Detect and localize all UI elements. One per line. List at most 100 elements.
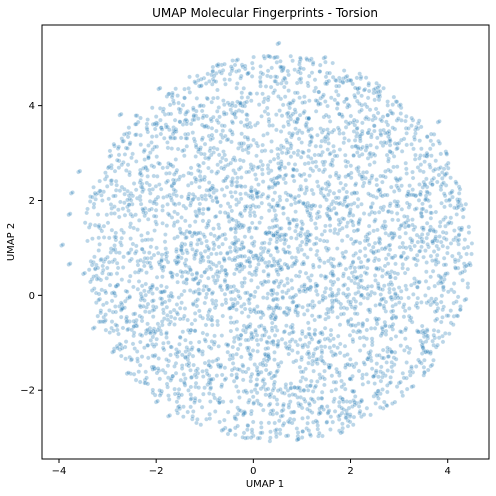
data-point bbox=[413, 127, 418, 133]
data-point bbox=[358, 273, 364, 279]
data-point bbox=[328, 228, 333, 233]
data-point bbox=[221, 166, 227, 172]
data-point bbox=[360, 120, 365, 126]
data-point bbox=[325, 206, 330, 212]
data-point bbox=[301, 312, 307, 317]
data-point bbox=[397, 188, 402, 193]
data-point bbox=[182, 288, 187, 294]
data-point bbox=[229, 139, 234, 145]
data-point bbox=[404, 171, 409, 176]
data-point bbox=[298, 154, 304, 160]
data-point bbox=[188, 267, 193, 273]
data-point bbox=[254, 390, 260, 396]
data-point bbox=[348, 78, 354, 84]
data-point bbox=[120, 139, 125, 144]
data-point bbox=[204, 416, 209, 422]
data-point bbox=[361, 211, 367, 216]
data-point bbox=[113, 304, 118, 309]
data-point bbox=[99, 228, 105, 234]
data-point bbox=[138, 115, 143, 121]
data-point bbox=[165, 363, 171, 368]
data-point bbox=[240, 327, 246, 333]
data-point bbox=[419, 323, 425, 329]
data-point bbox=[436, 329, 441, 334]
data-point bbox=[254, 253, 259, 258]
data-point bbox=[333, 172, 339, 178]
data-point bbox=[150, 314, 156, 319]
data-point bbox=[216, 105, 222, 110]
data-point bbox=[291, 294, 297, 300]
data-point bbox=[430, 258, 435, 263]
data-point bbox=[336, 195, 341, 201]
data-point bbox=[241, 86, 247, 91]
data-point bbox=[306, 360, 311, 366]
data-point bbox=[244, 117, 250, 122]
data-point bbox=[393, 356, 399, 362]
data-point bbox=[106, 235, 112, 241]
data-point bbox=[150, 334, 156, 340]
data-point bbox=[264, 295, 270, 301]
data-point bbox=[220, 427, 226, 432]
data-point bbox=[431, 132, 437, 137]
data-point bbox=[204, 187, 210, 193]
data-point bbox=[228, 320, 234, 325]
data-point bbox=[255, 372, 261, 377]
data-point bbox=[92, 325, 97, 330]
data-point bbox=[235, 423, 240, 429]
data-point bbox=[365, 295, 370, 301]
data-point bbox=[314, 179, 320, 185]
data-point bbox=[230, 217, 236, 223]
data-point bbox=[448, 215, 454, 221]
data-point bbox=[237, 263, 243, 269]
data-point bbox=[372, 326, 378, 331]
data-point bbox=[131, 330, 137, 336]
data-point bbox=[378, 173, 383, 179]
data-point bbox=[373, 278, 378, 283]
data-point bbox=[388, 149, 393, 155]
data-point bbox=[157, 388, 162, 393]
data-point bbox=[217, 114, 222, 120]
data-point bbox=[236, 146, 241, 151]
data-point bbox=[219, 187, 225, 192]
data-point bbox=[278, 96, 284, 102]
data-point bbox=[188, 404, 193, 410]
data-point bbox=[249, 371, 255, 377]
data-point bbox=[183, 376, 188, 381]
data-point bbox=[154, 133, 159, 139]
data-point bbox=[192, 79, 197, 85]
data-point bbox=[254, 337, 260, 343]
data-point bbox=[174, 249, 179, 254]
data-point bbox=[194, 271, 200, 277]
data-point bbox=[410, 187, 415, 192]
data-point bbox=[133, 377, 139, 383]
data-point bbox=[98, 310, 103, 316]
data-point bbox=[322, 344, 328, 350]
data-point bbox=[190, 353, 196, 359]
data-point bbox=[191, 107, 196, 112]
data-point bbox=[211, 150, 216, 155]
data-point bbox=[306, 326, 312, 331]
data-point bbox=[285, 276, 290, 282]
data-point bbox=[287, 331, 292, 337]
data-point bbox=[188, 392, 194, 397]
data-point bbox=[367, 212, 372, 217]
data-point bbox=[365, 95, 371, 101]
data-point bbox=[269, 148, 274, 154]
data-point bbox=[430, 338, 435, 344]
data-point bbox=[188, 240, 194, 246]
data-point bbox=[249, 330, 254, 336]
data-point bbox=[323, 59, 328, 65]
data-point bbox=[164, 284, 169, 290]
data-point bbox=[114, 323, 120, 328]
data-point bbox=[222, 77, 227, 82]
data-point bbox=[283, 232, 289, 238]
data-point bbox=[330, 293, 335, 299]
data-point bbox=[180, 270, 185, 275]
data-point bbox=[335, 276, 341, 282]
data-point bbox=[430, 142, 436, 147]
data-point bbox=[302, 94, 307, 100]
data-point bbox=[254, 377, 260, 382]
data-point bbox=[117, 341, 123, 347]
data-point bbox=[410, 222, 415, 228]
data-point bbox=[390, 235, 396, 240]
